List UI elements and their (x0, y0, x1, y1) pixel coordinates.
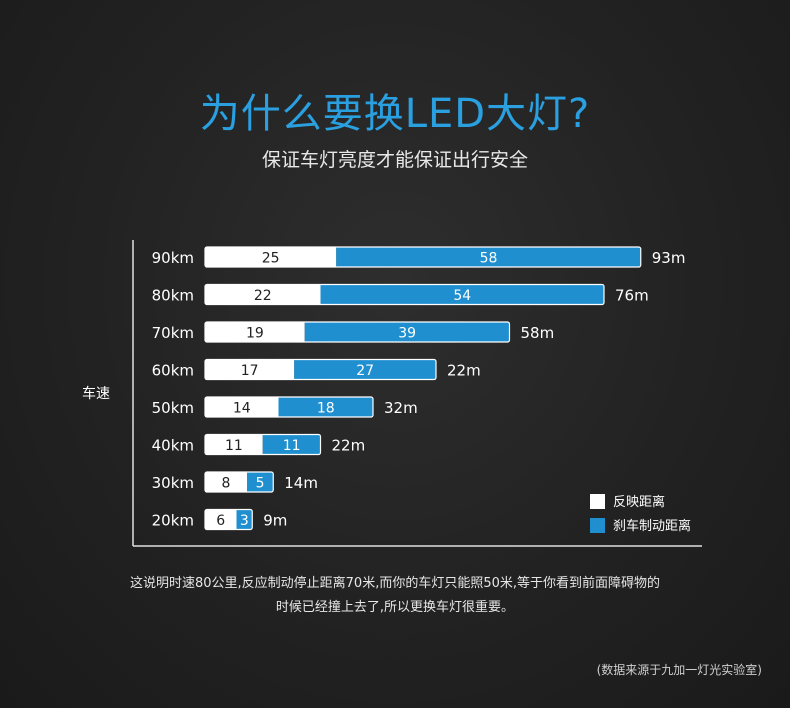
bar-total-label: 93m (652, 249, 686, 267)
bar-total-label: 9m (263, 512, 287, 530)
legend-label-braking: 刹车制动距离 (613, 518, 691, 534)
category-label: 20km (152, 512, 194, 530)
bar-braking-value: 27 (356, 363, 374, 379)
bar-outline (204, 321, 511, 343)
bar-braking-segment (278, 397, 373, 417)
category-label: 40km (152, 437, 194, 455)
legend: 反映距离 刹车制动距离 (590, 494, 691, 534)
category-label: 90km (152, 249, 194, 267)
bar-total-label: 22m (332, 437, 366, 455)
bar-reaction-segment (205, 397, 279, 417)
bar-outline (204, 396, 374, 418)
bar-braking-segment (247, 472, 274, 492)
bar-reaction-value: 8 (222, 476, 231, 492)
bar-total-label: 32m (384, 399, 418, 417)
category-label: 70km (152, 324, 194, 342)
bar-reaction-segment (205, 509, 237, 530)
bar-braking-value: 5 (256, 476, 265, 492)
bar-reaction-value: 22 (254, 288, 272, 304)
explanation-note-line2: 时候已经撞上去了,所以更换车灯很重要。 (275, 600, 515, 615)
data-source-note: (数据来源于九加一灯光实验室) (596, 663, 762, 677)
page-title: 为什么要换LED大灯? (199, 91, 591, 137)
legend-swatch-reaction (590, 494, 605, 509)
bar-braking-segment (336, 247, 641, 267)
bar-reaction-segment (205, 284, 321, 305)
legend-label-reaction: 反映距离 (613, 494, 665, 510)
bar-reaction-value: 6 (216, 513, 225, 529)
bar-outline (204, 471, 274, 493)
bar-outline (204, 358, 437, 381)
bar-braking-segment (294, 359, 436, 380)
bar-braking-segment (262, 434, 321, 455)
bar-reaction-segment (205, 247, 337, 267)
category-label: 80km (152, 287, 194, 305)
bar-braking-value: 58 (480, 251, 498, 267)
bar-braking-value: 39 (398, 326, 416, 342)
bar-reaction-segment (205, 434, 263, 455)
bar-reaction-value: 14 (233, 401, 251, 417)
bar-reaction-segment (205, 322, 305, 342)
bar-braking-segment (236, 509, 253, 530)
explanation-note-line1: 这说明时速80公里,反应制动停止距离70米,而你的车灯只能照50米,等于你看到前… (129, 576, 661, 591)
bar-reaction-value: 25 (262, 251, 280, 267)
legend-swatch-braking (590, 518, 605, 533)
bar-outline (204, 246, 642, 268)
bar-reaction-segment (205, 359, 295, 380)
bar-reaction-value: 19 (246, 326, 264, 342)
y-axis-label: 车速 (82, 385, 110, 402)
bar-total-label: 58m (521, 324, 555, 342)
bar-total-label: 22m (447, 362, 481, 380)
bar-braking-value: 3 (240, 513, 249, 529)
bar-outline (204, 433, 322, 456)
category-label: 50km (152, 399, 194, 417)
bar-outline (204, 283, 605, 306)
bar-braking-value: 11 (283, 438, 301, 454)
bar-braking-segment (304, 322, 510, 342)
category-label: 30km (152, 474, 194, 492)
bar-braking-segment (320, 284, 604, 305)
category-label: 60km (152, 362, 194, 380)
bar-outline (204, 508, 253, 531)
bar-total-label: 76m (615, 287, 649, 305)
bar-braking-value: 54 (453, 288, 471, 304)
bar-reaction-segment (205, 472, 247, 492)
bar-reaction-value: 11 (225, 438, 243, 454)
bar-braking-value: 18 (317, 401, 335, 417)
page-subtitle: 保证车灯亮度才能保证出行安全 (261, 149, 528, 171)
bar-total-label: 14m (284, 474, 318, 492)
bar-reaction-value: 17 (241, 363, 259, 379)
